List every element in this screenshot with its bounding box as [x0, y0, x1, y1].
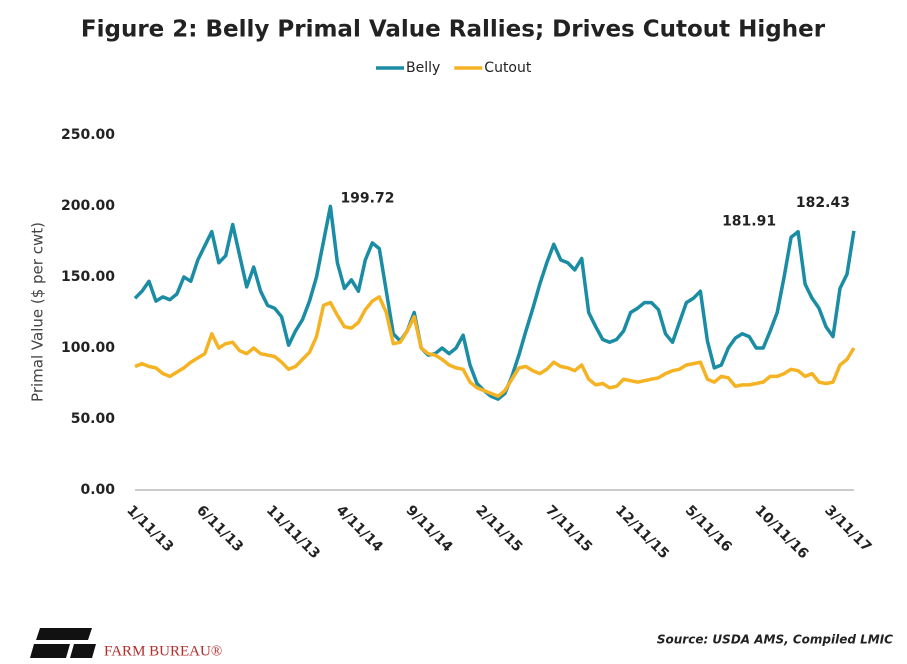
y-tick-label: 50.00: [71, 411, 116, 427]
logo-shape: [70, 644, 96, 658]
x-tick-label: 1/11/13: [123, 502, 176, 555]
x-tick-label: 2/11/15: [472, 502, 525, 555]
y-tick-label: 200.00: [61, 198, 115, 214]
series-line: [133, 204, 856, 401]
y-tick-label: 150.00: [61, 269, 115, 285]
legend-label: Belly: [406, 60, 440, 76]
logo-shape: [36, 628, 92, 640]
x-tick-label: 3/11/17: [821, 502, 874, 555]
y-axis-label: Primal Value ($ per cwt): [29, 222, 47, 402]
chart-title: Figure 2: Belly Primal Value Rallies; Dr…: [81, 17, 826, 43]
x-tick-label: 10/11/16: [752, 502, 812, 562]
source: Source: USDA AMS, Compiled LMIC: [657, 633, 893, 647]
y-tick-label: 100.00: [61, 340, 115, 356]
x-tick-label: 12/11/15: [612, 502, 672, 562]
x-tick-label: 11/11/13: [263, 502, 323, 562]
logo-text: FARM BUREAU®: [104, 643, 222, 659]
data-label: 181.91: [722, 214, 776, 230]
legend-label: Cutout: [484, 60, 532, 76]
series-line: [134, 295, 856, 399]
logo: FARM BUREAU®: [30, 628, 222, 659]
x-tick-label: 5/11/16: [682, 502, 735, 555]
legend: Belly Cutout: [376, 60, 532, 76]
data-label: 199.72: [340, 190, 394, 206]
logo-shape: [30, 644, 70, 658]
data-label: 182.43: [796, 195, 850, 211]
x-tick-label: 7/11/15: [542, 502, 595, 555]
y-tick-label: 0.00: [80, 482, 115, 498]
x-tick-label: 4/11/14: [333, 502, 386, 555]
y-tick-label: 250.00: [61, 127, 115, 143]
x-tick-label: 6/11/13: [193, 502, 246, 555]
x-tick-label: 9/11/14: [403, 502, 456, 555]
